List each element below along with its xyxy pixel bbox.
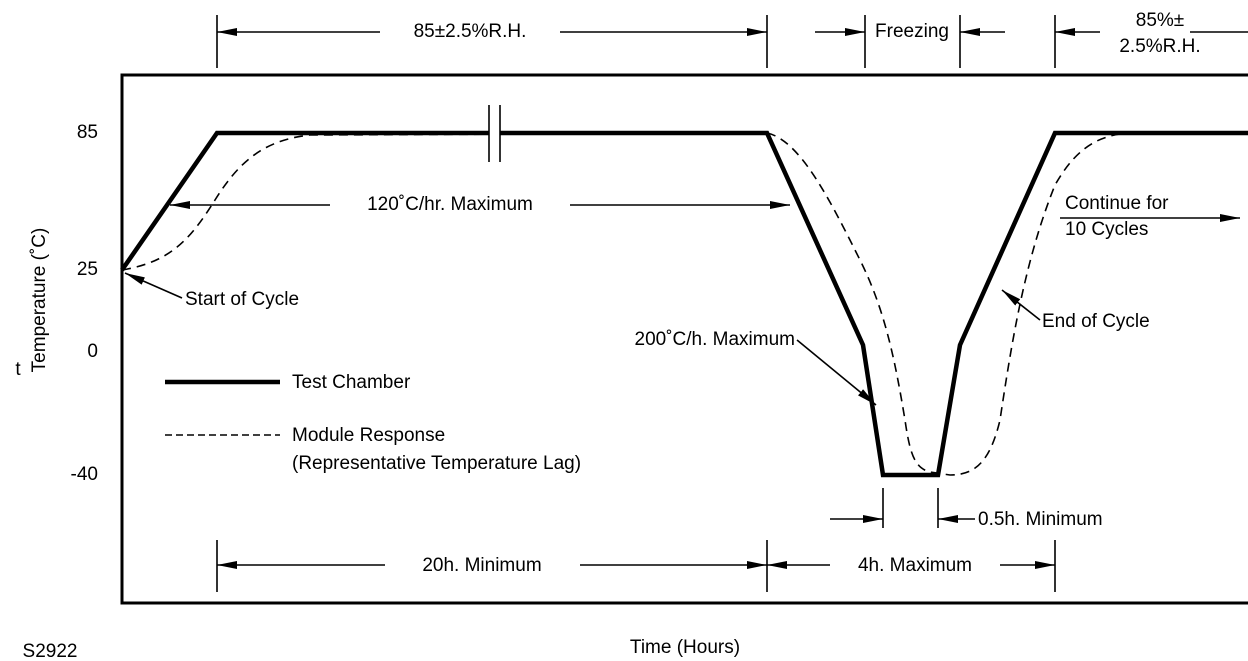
- top-dimensions: [216, 15, 1248, 68]
- end-label: End of Cycle: [1042, 311, 1150, 332]
- figure-id: S2922: [23, 641, 78, 661]
- ramp-up-label: 120˚C/hr. Maximum: [367, 194, 533, 215]
- humidity-label: 85%±: [1136, 10, 1184, 31]
- continue-label: 10 Cycles: [1065, 219, 1148, 240]
- legend-label: Module Response: [292, 425, 445, 446]
- legend-label: (Representative Temperature Lag): [292, 453, 581, 474]
- y-tick-label: 25: [77, 259, 98, 280]
- module-response-curve: [121, 132, 768, 271]
- y-tick-label: 0: [87, 341, 98, 362]
- module-response-curve: [766, 132, 1248, 476]
- freezing-label: Freezing: [875, 21, 949, 42]
- duration-label: 4h. Maximum: [858, 555, 972, 576]
- duration-label: 20h. Minimum: [422, 555, 541, 576]
- humidity-label: 85±2.5%R.H.: [414, 21, 527, 42]
- plot-frame: [120, 73, 1248, 605]
- test-chamber-curve: [120, 130, 1248, 478]
- annotation-arrows: [124, 201, 1240, 592]
- y-tick-label: 85: [77, 122, 98, 143]
- legend-label: Test Chamber: [292, 372, 411, 393]
- x-axis-label: Time (Hours): [630, 637, 740, 658]
- y-tick-label: -40: [71, 464, 98, 485]
- y-symbol: t: [15, 359, 21, 380]
- y-axis-label: Temperature (˚C): [29, 228, 50, 373]
- humidity-label: 2.5%R.H.: [1119, 36, 1200, 57]
- dwell-label: 0.5h. Minimum: [978, 509, 1103, 530]
- continue-label: Continue for: [1065, 193, 1169, 214]
- start-label: Start of Cycle: [185, 289, 299, 310]
- ramp-down-label: 200˚C/h. Maximum: [635, 329, 796, 350]
- break-gap: [489, 115, 500, 155]
